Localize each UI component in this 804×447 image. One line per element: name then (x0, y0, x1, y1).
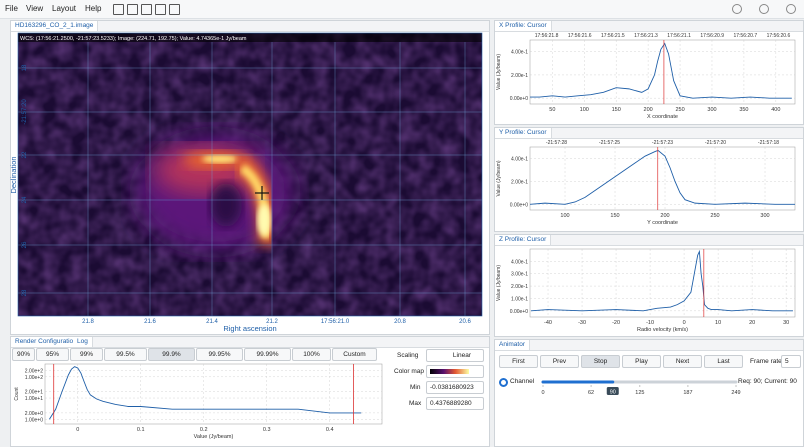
y-profile-panel: Y Profile: Cursor (494, 127, 804, 232)
animator-status: Req: 90; Current: 90 (738, 378, 797, 385)
max-label: Max (409, 400, 421, 407)
toolbar-icon[interactable] (141, 4, 152, 15)
min-field[interactable]: -0.0381680923 (426, 381, 484, 394)
percentile-button[interactable]: 95% (36, 348, 69, 361)
profile-tab[interactable]: X Profile: Cursor (495, 21, 552, 31)
menu-item[interactable]: View (26, 4, 43, 13)
x-profile-panel: X Profile: Cursor (494, 20, 804, 125)
percentile-button[interactable]: 99.5% (104, 348, 147, 361)
menu-item[interactable]: Layout (52, 4, 76, 13)
toolbar-icon[interactable] (127, 4, 138, 15)
percentile-button[interactable]: 99% (70, 348, 103, 361)
percentile-button[interactable]: 90% (12, 348, 35, 361)
tab-strip: Animator (495, 340, 803, 351)
z-profile-panel: Z Profile: Cursor (494, 234, 804, 337)
animator-button[interactable]: Prev (540, 355, 579, 368)
channel-radio[interactable] (499, 378, 508, 387)
colormap-select[interactable] (426, 365, 484, 378)
channel-label: Channel (510, 378, 534, 385)
profile-tab[interactable]: Z Profile: Cursor (495, 235, 551, 245)
animator-button[interactable]: Stop (581, 355, 620, 368)
percentile-button[interactable]: Custom (332, 348, 377, 361)
tab-strip: Y Profile: Cursor (495, 128, 803, 139)
toolbar-icon[interactable] (155, 4, 166, 15)
animator-button[interactable]: Play (622, 355, 661, 368)
tab-strip: HD163296_CO_2_1.image (11, 21, 489, 32)
percentile-button[interactable]: 99.9% (148, 348, 195, 361)
window-icon[interactable] (786, 4, 796, 14)
menu-item[interactable]: File (5, 4, 18, 13)
percentile-button[interactable]: 100% (292, 348, 331, 361)
config-tab[interactable]: Log (73, 337, 93, 347)
percentile-button[interactable]: 99.95% (196, 348, 243, 361)
frame-rate-label: Frame rate (750, 358, 782, 365)
scaling-label: Scaling (397, 352, 418, 359)
tab-strip: Z Profile: Cursor (495, 235, 803, 246)
scaling-select[interactable]: Linear (426, 349, 484, 362)
animator-button[interactable]: Next (663, 355, 702, 368)
animator-button[interactable]: Last (704, 355, 743, 368)
colormap-label: Color map (394, 368, 424, 375)
menu-item[interactable]: Help (85, 4, 101, 13)
app: HD163296_CO_2_1.image Render Configurati… (0, 0, 804, 447)
config-tab[interactable]: Render Configuration (11, 337, 82, 347)
window-icon[interactable] (759, 4, 769, 14)
max-field[interactable]: 0.4376889280 (426, 397, 484, 410)
percentile-button[interactable]: 99.99% (244, 348, 291, 361)
image-panel: HD163296_CO_2_1.image (10, 20, 490, 335)
tab-strip: X Profile: Cursor (495, 21, 803, 32)
animator-tab[interactable]: Animator (495, 340, 530, 350)
window-icon[interactable] (732, 4, 742, 14)
toolbar-icon[interactable] (113, 4, 124, 15)
min-label: Min (410, 384, 420, 391)
frame-rate-input[interactable]: 5 (781, 355, 801, 368)
image-tab[interactable]: HD163296_CO_2_1.image (11, 21, 98, 31)
toolbar-icon[interactable] (169, 4, 180, 15)
profile-tab[interactable]: Y Profile: Cursor (495, 128, 552, 138)
animator-button[interactable]: First (499, 355, 538, 368)
